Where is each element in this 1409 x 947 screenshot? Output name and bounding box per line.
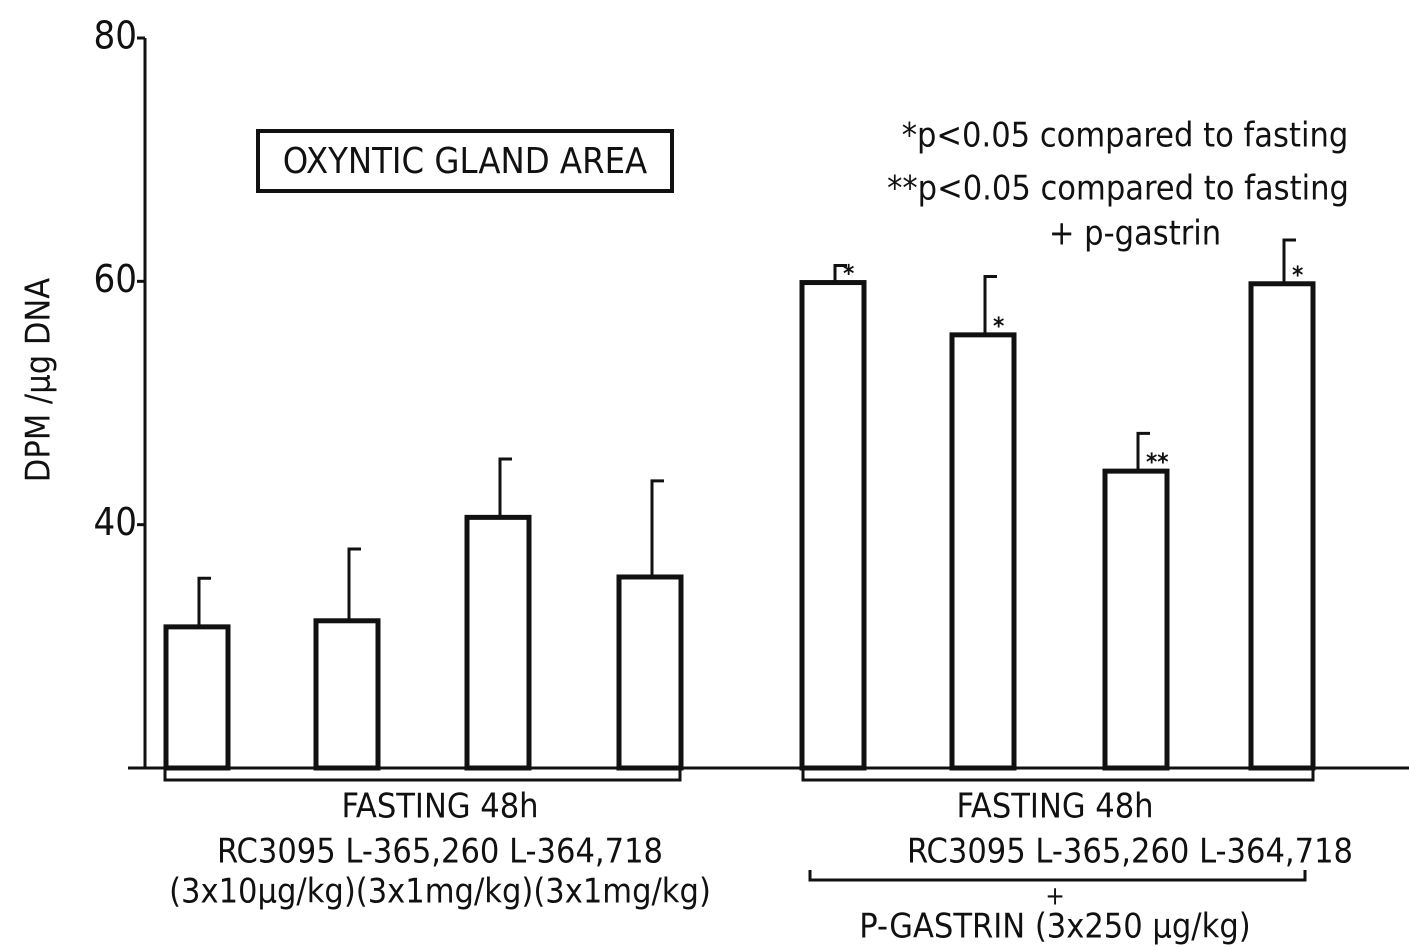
significance-label: * [993,312,1004,340]
title-box [256,129,674,193]
error-bar [833,264,847,283]
group-label: FASTING 48h [956,787,1153,827]
group-label: + [1045,882,1065,912]
group-label: RC3095 L-365,260 L-364,718 [217,832,663,872]
group-label: RC3095 L-365,260 L-364,718 [907,832,1353,872]
significance-label: * [843,260,854,288]
bar [1248,281,1316,771]
y-tick-label: 40 [94,500,138,544]
significance-label: ** [1146,448,1169,476]
error-bar [197,576,211,627]
y-tick-label: 80 [94,14,138,58]
note: *p<0.05 compared to fasting [902,116,1349,156]
group-bracket [808,870,1307,882]
y-axis-label: DPM /µg DNA [19,278,59,482]
bar [616,574,684,771]
group-bracket [801,770,1315,782]
bar [949,332,1017,771]
note: **p<0.05 compared to fasting [887,169,1349,209]
bar [799,280,867,771]
group-bracket [163,770,682,782]
group-label: P-GASTRIN (3x250 µg/kg) [859,907,1250,947]
note: + p-gastrin [1049,214,1221,254]
group-label: (3x10µg/kg)(3x1mg/kg)(3x1mg/kg) [169,872,711,912]
bar [313,618,381,771]
group-label: FASTING 48h [341,787,538,827]
bar [163,624,231,771]
bar [464,514,532,771]
bar [1102,468,1170,771]
error-bar [498,457,512,518]
error-bar [983,274,997,335]
chart-title: OXYNTIC GLAND AREA [283,141,647,182]
error-bar [347,547,361,621]
error-bar [1282,238,1296,284]
error-bar [650,479,664,577]
y-tick-label: 60 [94,257,138,301]
error-bar [1136,431,1150,472]
significance-label: * [1292,261,1303,289]
